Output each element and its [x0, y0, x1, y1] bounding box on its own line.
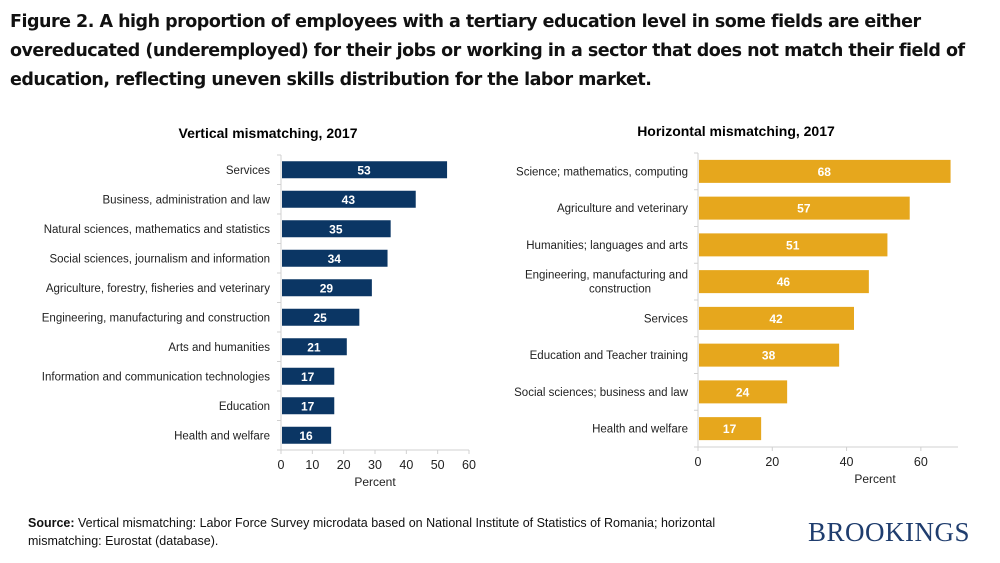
vertical-category-label: Information and communication technologi…	[42, 371, 270, 383]
horizontal-bar	[699, 159, 951, 183]
vertical-x-axis-title: Percent	[354, 475, 396, 489]
horizontal-category-label: Health and welfare	[592, 424, 688, 436]
horizontal-bar	[699, 306, 854, 330]
horizontal-bar	[699, 270, 869, 294]
vertical-category-label: Arts and humanities	[168, 342, 270, 354]
horizontal-data-label: 38	[762, 349, 776, 363]
brookings-logo: BROOKINGS	[808, 517, 971, 547]
vertical-data-label: 17	[301, 370, 315, 384]
horizontal-category-label: Social sciences; business and law	[514, 387, 689, 399]
horizontal-bar	[699, 196, 910, 220]
vertical-category-label: Education	[219, 401, 270, 413]
horizontal-category-label: construction	[589, 284, 651, 296]
horizontal-bar	[699, 380, 788, 404]
horizontal-x-tick-label: 60	[914, 455, 928, 469]
figure-title: Figure 2. A high proportion of employees…	[10, 12, 965, 90]
vertical-bar	[282, 161, 448, 179]
vertical-x-tick-label: 40	[399, 458, 413, 472]
horizontal-bar	[699, 233, 888, 257]
vertical-data-label: 53	[357, 163, 371, 177]
horizontal-data-label: 57	[797, 202, 811, 216]
vertical-x-tick-label: 50	[431, 458, 445, 472]
source-text: Vertical mismatching: Labor Force Survey…	[28, 516, 716, 548]
vertical-data-label: 43	[342, 193, 356, 207]
vertical-x-tick-label: 60	[462, 458, 476, 472]
vertical-bar	[282, 190, 416, 208]
vertical-bar	[282, 308, 360, 326]
vertical-bar	[282, 426, 332, 444]
vertical-bar	[282, 279, 372, 297]
horizontal-category-label: Science; mathematics, computing	[516, 166, 688, 178]
vertical-x-tick-label: 0	[278, 458, 285, 472]
horizontal-chart-title: Horizontal mismatching, 2017	[637, 123, 835, 139]
vertical-category-label: Agriculture, forestry, fisheries and vet…	[46, 283, 270, 295]
vertical-data-label: 25	[313, 311, 327, 325]
vertical-x-tick-label: 30	[368, 458, 382, 472]
vertical-x-tick-label: 10	[305, 458, 319, 472]
vertical-data-label: 16	[299, 429, 313, 443]
vertical-category-label: Health and welfare	[174, 430, 270, 442]
horizontal-data-label: 24	[736, 385, 750, 399]
horizontal-x-tick-label: 0	[695, 455, 702, 469]
vertical-bar	[282, 249, 388, 267]
vertical-bar	[282, 397, 335, 415]
vertical-bar	[282, 220, 391, 238]
vertical-category-label: Services	[226, 165, 270, 177]
horizontal-x-tick-label: 20	[765, 455, 779, 469]
horizontal-data-label: 42	[769, 312, 783, 326]
vertical-category-label: Engineering, manufacturing and construct…	[42, 312, 270, 324]
horizontal-category-label: Agriculture and veterinary	[557, 203, 688, 215]
vertical-data-label: 34	[328, 252, 342, 266]
vertical-bar	[282, 338, 347, 356]
vertical-chart-title: Vertical mismatching, 2017	[179, 125, 358, 141]
horizontal-data-label: 46	[777, 275, 791, 289]
vertical-data-label: 21	[307, 340, 321, 354]
horizontal-x-tick-label: 40	[840, 455, 854, 469]
horizontal-bar	[699, 343, 840, 367]
horizontal-data-label: 17	[723, 422, 737, 436]
source-note: Source: Vertical mismatching: Labor Forc…	[28, 514, 748, 550]
horizontal-category-label: Humanities; languages and arts	[526, 240, 688, 252]
horizontal-x-axis-title: Percent	[854, 472, 896, 486]
source-label: Source:	[28, 516, 75, 530]
horizontal-category-label: Engineering, manufacturing and	[525, 270, 688, 282]
horizontal-category-label: Services	[644, 313, 688, 325]
vertical-x-tick-label: 20	[337, 458, 351, 472]
horizontal-data-label: 51	[786, 238, 800, 252]
vertical-data-label: 29	[320, 281, 334, 295]
vertical-bar	[282, 367, 335, 385]
vertical-data-label: 35	[329, 222, 343, 236]
horizontal-data-label: 68	[818, 165, 832, 179]
vertical-category-label: Natural sciences, mathematics and statis…	[44, 224, 271, 236]
vertical-category-label: Business, administration and law	[103, 194, 271, 206]
vertical-category-label: Social sciences, journalism and informat…	[49, 253, 270, 265]
horizontal-bar	[699, 417, 762, 441]
vertical-data-label: 17	[301, 399, 315, 413]
horizontal-category-label: Education and Teacher training	[530, 350, 688, 362]
